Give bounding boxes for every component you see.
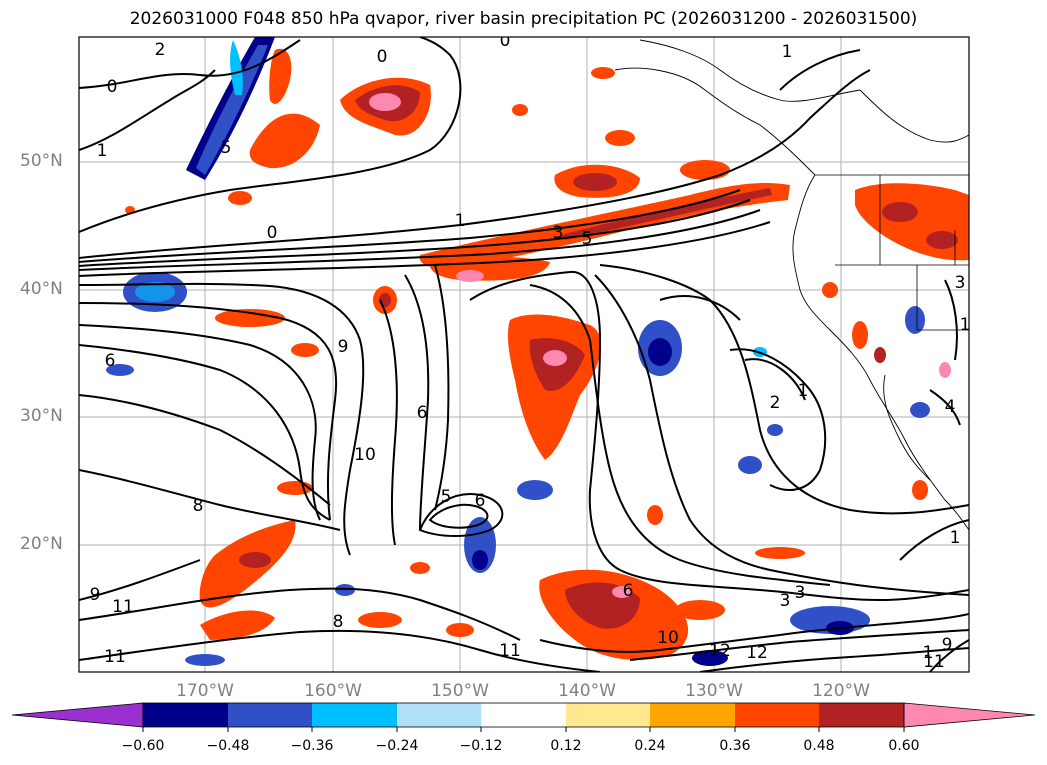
colorbar-swatch — [481, 703, 566, 727]
colorbar-tick-label: −0.12 — [459, 738, 503, 754]
contour-label: 5 — [221, 138, 232, 158]
graticule — [79, 37, 969, 672]
contour-label: 11 — [112, 597, 134, 617]
colorbar-max-extension — [903, 702, 1036, 728]
contour-label: 11 — [104, 647, 126, 667]
contour-label: 10 — [354, 445, 376, 465]
plot-frame — [78, 36, 970, 673]
colorbar — [11, 702, 1036, 732]
contour-label: 6 — [417, 403, 428, 423]
contour-label: 1 — [950, 528, 961, 548]
contour-label: 1 — [923, 643, 934, 663]
longitude-label-150w: 150°W — [431, 681, 489, 701]
contour-label: 0 — [500, 31, 511, 51]
negative-precip-anomalies — [106, 37, 930, 666]
colorbar-swatch — [650, 703, 735, 727]
contour-label: 3 — [780, 591, 791, 611]
colorbar-tick-label: 0.36 — [719, 738, 751, 754]
contour-label: 3 — [795, 583, 806, 603]
colorbar-swatch — [735, 703, 819, 727]
longitude-label-130w: 130°W — [685, 681, 743, 701]
contour-label: 2 — [155, 40, 166, 60]
map-title: 2026031000 F048 850 hPa qvapor, river ba… — [129, 9, 918, 29]
contour-label: 0 — [377, 47, 388, 67]
longitude-label-160w: 160°W — [304, 681, 362, 701]
contour-label: 1 — [97, 141, 108, 161]
contour-label: 6 — [105, 351, 116, 371]
colorbar-swatch — [228, 703, 312, 727]
contour-label: 8 — [193, 496, 204, 516]
colorbar-frame — [142, 702, 905, 728]
longitude-label-120w: 120°W — [812, 681, 870, 701]
colorbar-tick-label: −0.48 — [206, 738, 250, 754]
colorbar-tick-label: −0.36 — [290, 738, 334, 754]
contour-label: 3 — [955, 273, 966, 293]
qvapor-contours — [79, 37, 969, 672]
colorbar-tick-label: −0.24 — [375, 738, 419, 754]
contour-label: 6 — [623, 581, 634, 601]
state-borders — [815, 174, 969, 331]
colorbar-min-extension — [11, 702, 144, 728]
contour-label: 11 — [923, 652, 945, 672]
latitude-label-50n: 50°N — [20, 151, 63, 171]
colorbar-tick-label: −0.60 — [121, 738, 165, 754]
colorbar-tick-label: 0.24 — [634, 738, 666, 754]
contour-label: 2 — [770, 393, 781, 413]
colorbar-swatch — [819, 703, 904, 727]
contour-label: 3 — [553, 223, 564, 243]
contour-label: 1 — [960, 315, 971, 335]
longitude-label-140w: 140°W — [558, 681, 616, 701]
contour-labels: 0 2 0 0 1 1 5 0 1 3 5 6 9 6 10 5 6 8 9 1… — [90, 31, 971, 672]
positive-precip-anomalies — [125, 48, 969, 660]
latitude-label-40n: 40°N — [20, 279, 63, 299]
contour-label: 0 — [267, 223, 278, 243]
colorbar-swatch — [397, 703, 481, 727]
contour-label: 6 — [475, 491, 486, 511]
contour-label: 11 — [499, 641, 521, 661]
colorbar-swatch — [312, 703, 397, 727]
contour-label: 1 — [798, 381, 809, 401]
contour-label: 1 — [782, 42, 793, 62]
latitude-label-20n: 20°N — [20, 534, 63, 554]
contour-label: 4 — [945, 397, 956, 417]
contour-label: 5 — [582, 229, 593, 249]
contour-label: 5 — [441, 487, 452, 507]
colorbar-swatch — [566, 703, 650, 727]
contour-label: 9 — [338, 337, 349, 357]
contour-label: 12 — [709, 641, 731, 661]
colorbar-tick-label: 0.60 — [888, 738, 920, 754]
contour-label: 9 — [90, 585, 101, 605]
contour-label: 10 — [657, 628, 679, 648]
longitude-label-170w: 170°W — [176, 681, 234, 701]
colorbar-tick-label: 0.12 — [550, 738, 582, 754]
colorbar-tick-label: 0.48 — [803, 738, 835, 754]
coastline — [614, 39, 969, 531]
contour-label: 8 — [333, 612, 344, 632]
contour-label: 9 — [942, 635, 953, 655]
contour-label: 0 — [107, 77, 118, 97]
latitude-label-30n: 30°N — [20, 406, 63, 426]
contour-label: 1 — [455, 211, 466, 231]
colorbar-swatch — [143, 703, 228, 727]
contour-label: 12 — [746, 643, 768, 663]
